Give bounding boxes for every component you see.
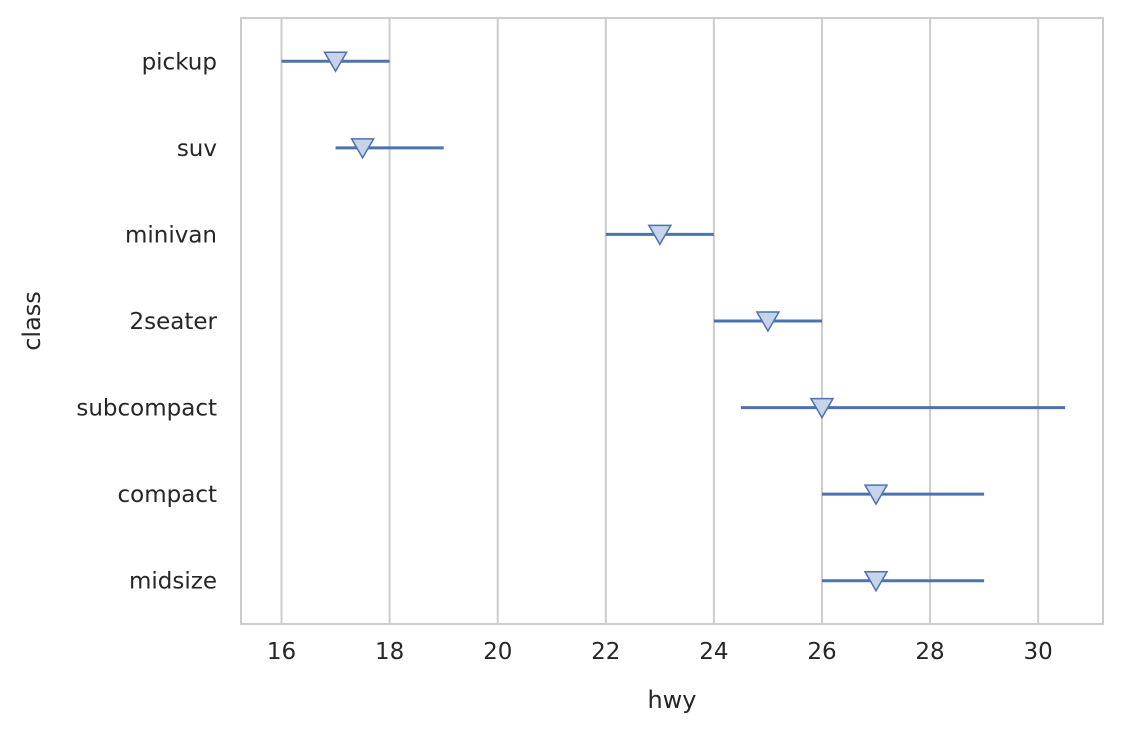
markers [323,51,889,593]
y-tick-labels: pickup suv minivan 2seater subcompact compact… [76,49,217,594]
x-axis-label: hwy [647,686,696,714]
data-point-marker [323,51,348,73]
y-tick-label: 2seater [130,309,218,335]
y-tick-label: subcompact [76,396,217,422]
data-point-marker [350,138,375,160]
y-tick-label: minivan [125,222,217,248]
x-tick-label: 20 [483,639,512,665]
y-tick-label: pickup [142,49,217,75]
y-tick-label: midsize [129,569,217,595]
x-tick-label: 28 [915,639,944,665]
y-tick-label: suv [177,136,217,162]
error-bars [281,59,1066,583]
x-tick-label: 18 [375,639,404,665]
plot-area-frame [240,17,1104,625]
data-point-marker [863,570,889,593]
data-point-marker [863,484,889,506]
x-tick-labels: 16 18 20 22 24 26 28 30 [267,639,1053,665]
x-tick-label: 26 [807,639,836,665]
data-point-marker [755,311,781,333]
y-axis-label: class [18,291,46,351]
data-point-marker [647,224,673,246]
x-tick-label: 16 [267,639,296,665]
x-tick-label: 24 [699,639,728,665]
y-tick-label: compact [118,482,217,508]
x-tick-label: 30 [1024,639,1053,665]
data-point-marker [809,397,835,420]
x-tick-label: 22 [591,639,620,665]
grid-layer [280,18,1040,624]
